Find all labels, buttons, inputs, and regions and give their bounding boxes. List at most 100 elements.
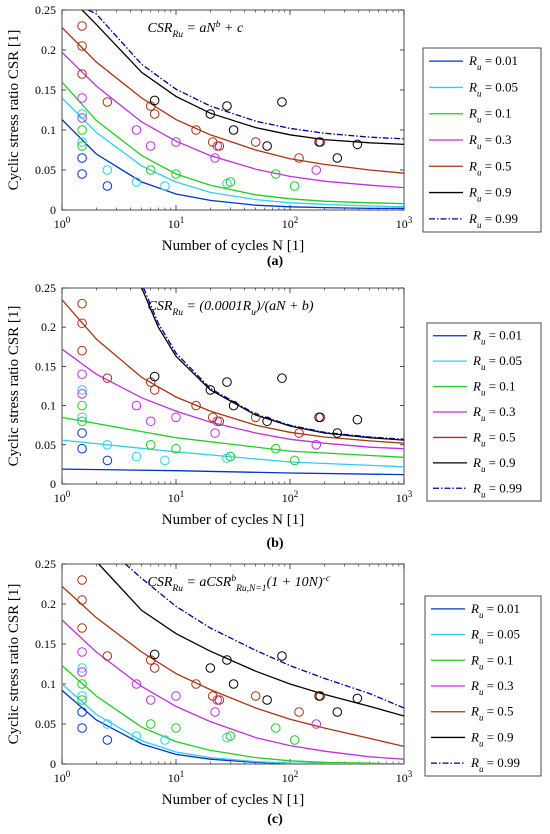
data-point [149, 95, 160, 106]
legend-entry: Ru = 0.5 [470, 704, 514, 723]
data-point [294, 428, 304, 438]
data-point [145, 141, 156, 151]
legend-entry: Ru = 0.3 [472, 404, 516, 423]
data-point [77, 679, 87, 689]
y-tick-label: 0.15 [35, 83, 56, 97]
series-line-5 [62, 585, 404, 748]
series-line-2 [62, 683, 404, 764]
series-line-3 [62, 665, 404, 764]
series-line-5 [62, 299, 404, 444]
legend-entry: Ru = 0.5 [472, 429, 516, 448]
data-point [77, 141, 87, 151]
data-point [77, 318, 87, 329]
chart-panel-3: 0 0.05 0.1 0.15 0.2 0.25 100 101 102 103 Number of… [6, 557, 542, 827]
data-point [314, 691, 324, 701]
legend-entry: Ru = 0.1 [468, 106, 512, 125]
data-point [102, 373, 113, 383]
data-point [270, 169, 281, 179]
x-tick-label: 103 [396, 215, 413, 231]
data-point [214, 141, 225, 151]
data-point [77, 169, 87, 179]
data-point [294, 707, 304, 717]
plot-area [61, 9, 405, 211]
x-tick-label: 101 [168, 489, 185, 505]
data-point [270, 723, 281, 733]
x-axis-label: Number of cycles N [1] [162, 512, 304, 528]
data-point [145, 165, 156, 175]
data-point [149, 109, 160, 119]
data-point [262, 416, 272, 427]
legend-entry: Ru = 0.1 [470, 652, 514, 671]
x-tick-label: 100 [54, 489, 71, 505]
legend-entry: Ru = 0.3 [470, 678, 514, 697]
data-point [145, 695, 156, 705]
series-line-7 [124, 564, 404, 709]
data-point [228, 125, 239, 135]
data-point [77, 428, 87, 438]
data-point [228, 400, 239, 411]
y-tick-label: 0 [50, 477, 56, 491]
data-point [77, 647, 87, 657]
series-line-6 [81, 10, 404, 146]
x-tick-label: 100 [54, 215, 71, 231]
data-point [332, 707, 343, 717]
data-point [77, 345, 87, 356]
data-point [77, 137, 87, 147]
data-point [277, 651, 287, 661]
data-point [102, 97, 113, 107]
data-point [214, 416, 225, 427]
legend: Ru = 0.01 Ru = 0.05 Ru = 0.1 Ru = 0.3 Ru = 0… [422, 47, 542, 233]
data-point [131, 731, 142, 741]
data-point [225, 731, 236, 741]
data-point [77, 695, 87, 705]
data-point [171, 691, 181, 701]
y-axis-label: Cyclic stress ratio CSR [1] [6, 584, 22, 745]
data-point [314, 412, 324, 423]
data-point [102, 440, 113, 450]
data-point [222, 655, 232, 665]
plot-area [61, 563, 405, 765]
data-point [77, 595, 87, 605]
data-point [352, 693, 363, 704]
y-tick-label: 0.25 [35, 281, 56, 295]
data-point [289, 735, 300, 745]
data-point [171, 723, 181, 733]
data-point [77, 663, 87, 673]
panel-label: (b) [266, 536, 283, 551]
data-point [250, 412, 261, 423]
data-point [102, 165, 113, 175]
x-tick-label: 100 [54, 769, 71, 785]
x-tick-label: 102 [282, 489, 299, 505]
y-axis-label: Cyclic stress ratio CSR [1] [6, 306, 22, 467]
data-point [250, 137, 261, 147]
data-point [160, 455, 170, 466]
x-axis-label: Number of cycles N [1] [162, 792, 304, 808]
data-point [145, 719, 156, 729]
data-point [77, 125, 87, 135]
data-point [77, 298, 87, 309]
legend-entry: Ru = 0.9 [468, 185, 512, 204]
data-point [160, 181, 170, 191]
legend-entry: Ru = 0.01 [472, 328, 522, 347]
x-tick-label: 102 [282, 769, 299, 785]
y-tick-label: 0 [50, 203, 56, 217]
y-tick-label: 0.25 [35, 3, 56, 17]
data-point [171, 137, 181, 147]
data-point [77, 153, 87, 163]
data-point [131, 679, 142, 689]
data-point [77, 113, 87, 123]
series-line-3 [62, 81, 404, 205]
data-point [160, 735, 170, 745]
data-point [332, 428, 343, 438]
chart-panel-2: 0 0.05 0.1 0.15 0.2 0.25 100 101 102 103 Number of… [6, 281, 542, 551]
series-line-1 [62, 689, 404, 764]
data-point [222, 101, 232, 111]
series-line-2 [62, 97, 404, 208]
equation-label: CSRRu = (0.0001Ru)/(aN + b) [148, 299, 314, 318]
data-point [77, 389, 87, 399]
x-tick-label: 101 [168, 215, 185, 231]
series-line-2 [62, 439, 404, 468]
data-point [205, 109, 216, 119]
legend-entry: Ru = 0.9 [470, 729, 514, 748]
legend: Ru = 0.01 Ru = 0.05 Ru = 0.1 Ru = 0.3 Ru = 0… [426, 322, 542, 502]
